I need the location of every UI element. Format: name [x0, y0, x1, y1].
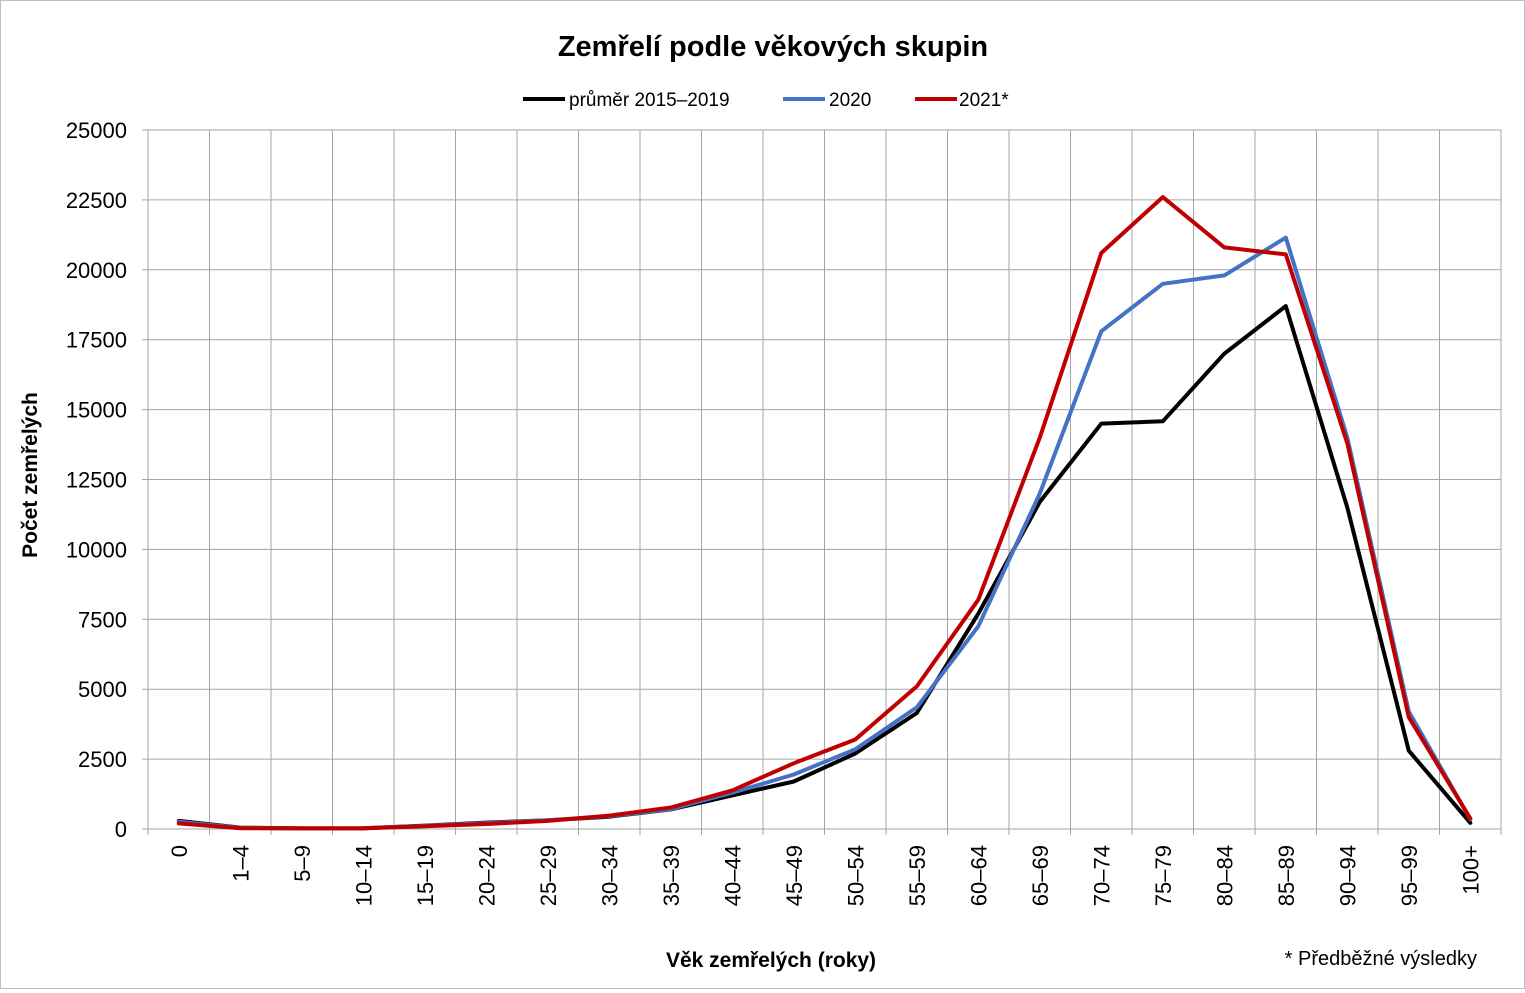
x-tick-label: 70–74	[1089, 845, 1114, 906]
y-tick-label: 12500	[66, 468, 127, 493]
legend-label-0: průměr 2015–2019	[569, 90, 730, 111]
x-tick-label: 0	[167, 845, 192, 857]
x-tick-label: 1–4	[228, 845, 253, 882]
x-tick-label: 75–79	[1151, 845, 1176, 906]
x-tick-label: 20–24	[474, 845, 499, 906]
y-axis: 0 2500 5000 7500 10000 12500 15000 17500 20000 22…	[66, 118, 127, 842]
x-tick-label: 85–89	[1274, 845, 1299, 906]
x-tick-label: 95–99	[1397, 845, 1422, 906]
y-tick-label: 0	[115, 817, 127, 842]
y-tick-label: 20000	[66, 258, 127, 283]
x-tick-label: 40–44	[720, 845, 745, 906]
x-axis: 0 1–4 5–9 10–14 15–19 20–24 25–29 30–34 35–39 40–…	[167, 845, 1484, 906]
y-tick-label: 5000	[78, 677, 127, 702]
x-axis-label: Věk zemřelých (roky)	[666, 949, 876, 972]
grid	[142, 129, 1502, 835]
x-tick-label: 60–64	[966, 845, 991, 906]
y-tick-label: 17500	[66, 328, 127, 353]
x-tick-label: 90–94	[1335, 845, 1360, 906]
y-tick-label: 25000	[66, 118, 127, 143]
x-tick-label: 35–39	[659, 845, 684, 906]
y-tick-label: 7500	[78, 607, 127, 632]
x-tick-label: 80–84	[1212, 845, 1237, 906]
x-tick-label: 65–69	[1028, 845, 1053, 906]
x-tick-label: 45–49	[782, 845, 807, 906]
x-tick-label: 100+	[1458, 845, 1483, 895]
x-tick-label: 10–14	[351, 845, 376, 906]
y-tick-label: 22500	[66, 188, 127, 213]
footnote: * Předběžné výsledky	[1285, 948, 1477, 970]
x-tick-label: 30–34	[597, 845, 622, 906]
y-tick-label: 15000	[66, 398, 127, 423]
legend: průměr 2015–2019 2020 2021*	[523, 90, 1009, 111]
x-tick-label: 55–59	[905, 845, 930, 906]
y-axis-label: Počet zemřelých	[19, 392, 42, 558]
series-lines	[176, 195, 1473, 831]
chart-title: Zemřelí podle věkových skupin	[558, 31, 988, 63]
y-tick-label: 10000	[66, 537, 127, 562]
y-tick-label: 2500	[78, 747, 127, 772]
series-line-2	[176, 195, 1473, 831]
x-tick-label: 50–54	[843, 845, 868, 906]
x-tick-label: 15–19	[413, 845, 438, 906]
legend-label-2: 2021*	[959, 90, 1009, 111]
legend-label-1: 2020	[829, 90, 871, 111]
x-tick-label: 25–29	[536, 845, 561, 906]
x-tick-label: 5–9	[290, 845, 315, 882]
